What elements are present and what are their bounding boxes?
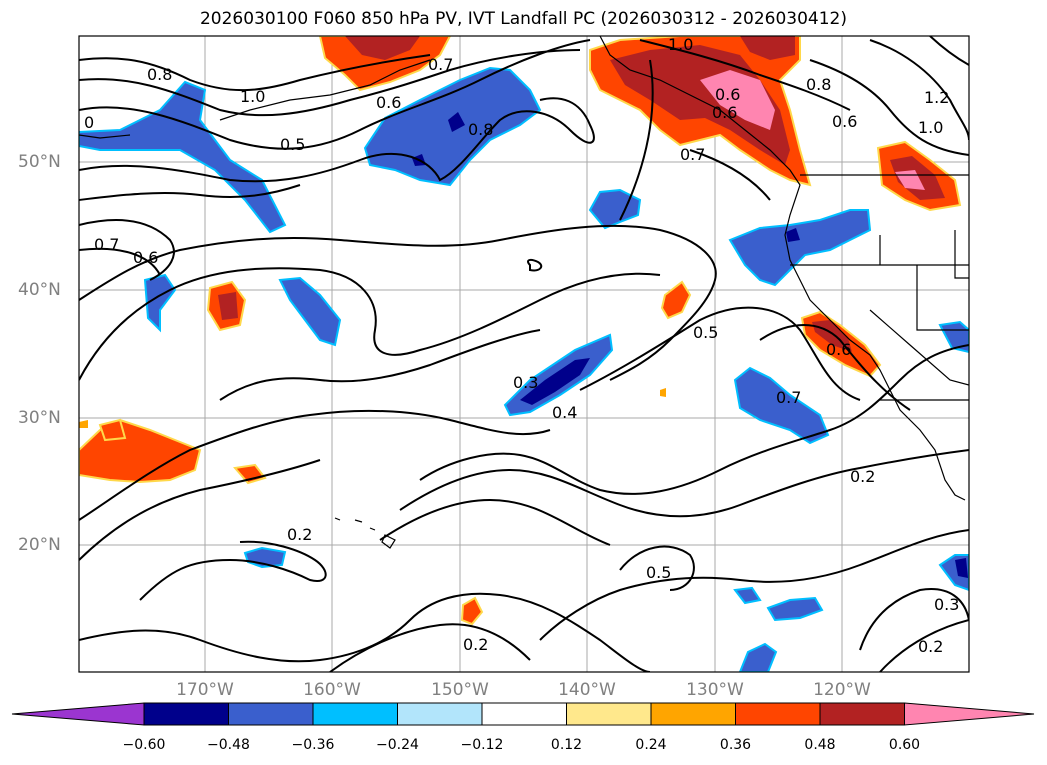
- lat-label: 30°N: [18, 408, 61, 428]
- colorbar-tick-label: 0.12: [550, 737, 583, 753]
- contour-label: 0.5: [646, 563, 671, 582]
- contour-label-group: 0.8 1.0 0.5 0.6 0.7 0.8 1.0 0.8 0.6 0.7 …: [84, 35, 959, 656]
- contour-label: 0.2: [463, 635, 488, 654]
- colorbar-bin: [397, 702, 483, 726]
- contour-label: 0.3: [513, 373, 538, 392]
- colorbar-tick-label: −0.12: [460, 737, 504, 753]
- contour-label: 0.6: [826, 340, 851, 359]
- contour-lines: [79, 36, 969, 672]
- colorbar-tick-label: 0.36: [719, 737, 752, 753]
- colorbar-tick-label: 0.60: [888, 737, 921, 753]
- contour-label: 0.5: [280, 135, 305, 154]
- contour-label: 0.8: [147, 65, 172, 84]
- colorbar-bin: [481, 702, 567, 726]
- colorbar-bin: [143, 702, 229, 726]
- lon-label: 150°W: [431, 680, 489, 700]
- map-frame: [78, 35, 970, 673]
- colorbar-tick-label: −0.48: [207, 737, 250, 753]
- colorbar-bin: [735, 702, 821, 726]
- colorbar-bin: [819, 702, 905, 726]
- contour-label: 0.7: [776, 388, 801, 407]
- lat-label: 50°N: [18, 152, 61, 172]
- lon-label: 130°W: [686, 680, 744, 700]
- lat-label: 20°N: [18, 535, 61, 555]
- colorbar-tick-label: −0.60: [122, 737, 166, 753]
- contour-label: 0.6: [832, 112, 857, 131]
- contour-label: 0.7: [680, 145, 705, 164]
- contour-label: 0.8: [806, 75, 831, 94]
- contour-label: 0.2: [287, 525, 312, 544]
- contour-label: 0.5: [693, 323, 718, 342]
- map-background: [79, 36, 969, 672]
- contour-label: 1.0: [240, 87, 265, 106]
- contour-label: 0.6: [376, 93, 401, 112]
- lon-label: 160°W: [303, 680, 361, 700]
- contour-label: 0.8: [468, 120, 493, 139]
- colorbar-bin: [312, 702, 398, 726]
- contour-label: 0.2: [850, 467, 875, 486]
- contour-label: 1.2: [924, 88, 949, 107]
- contour-label: 0.7: [94, 235, 119, 254]
- contour-label: 0.7: [428, 55, 453, 74]
- contour-label: 0.6: [133, 248, 158, 267]
- contour-label: 1.0: [918, 118, 943, 137]
- lon-label: 140°W: [558, 680, 616, 700]
- colorbar-bin: [566, 702, 652, 726]
- colorbar-bin: [650, 702, 736, 726]
- contour-label: 0.6: [712, 103, 737, 122]
- map-title: 2026030100 F060 850 hPa PV, IVT Landfall…: [199, 9, 847, 29]
- contour-label: 1.0: [668, 35, 693, 54]
- colorbar: [11, 702, 1035, 726]
- coastlines: [79, 36, 969, 549]
- lon-label: 120°W: [813, 680, 871, 700]
- colorbar-tick-label: −0.24: [376, 737, 419, 753]
- colorbar-tick-label: 0.48: [804, 737, 836, 753]
- contour-label: 0.4: [552, 403, 577, 422]
- contour-label: 0.2: [918, 637, 943, 656]
- contour-label: 0: [84, 113, 94, 132]
- lon-label: 170°W: [176, 680, 234, 700]
- contour-label: 0.6: [715, 85, 740, 104]
- colorbar-extend-max: [904, 702, 1035, 726]
- colorbar-bin: [228, 702, 314, 726]
- colorbar-tick-label: −0.36: [291, 737, 335, 753]
- contour-label: 0.3: [934, 595, 959, 614]
- colorbar-extend-min: [11, 702, 145, 726]
- lat-label: 40°N: [18, 280, 61, 300]
- colorbar-tick-label: 0.24: [635, 737, 667, 753]
- strong-negative-cores: [412, 112, 968, 578]
